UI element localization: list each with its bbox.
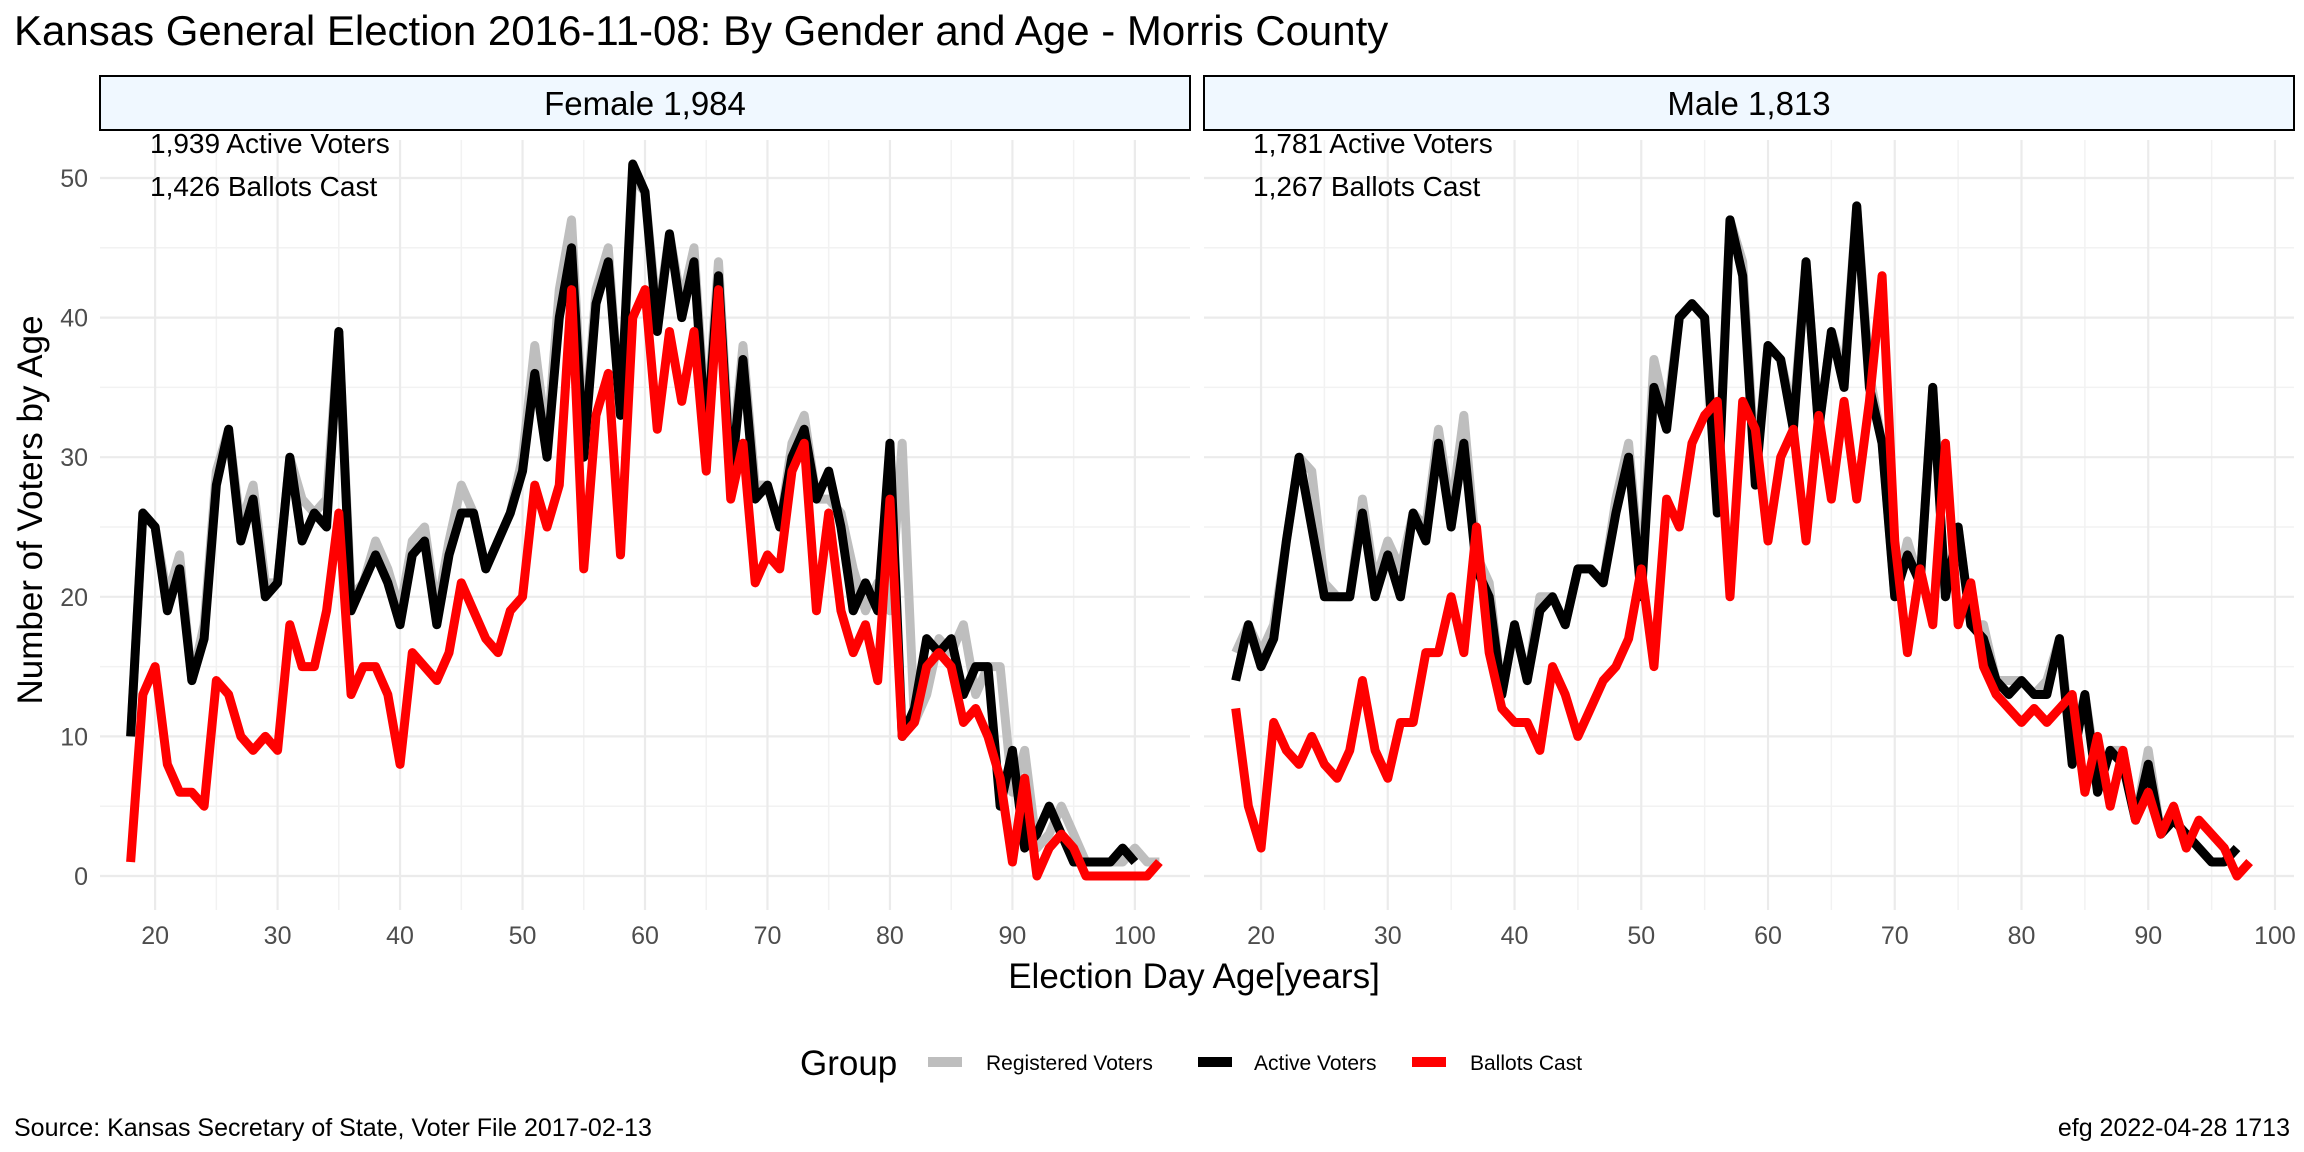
x-tick-label: 100 xyxy=(2254,922,2296,950)
chart-title: Kansas General Election 2016-11-08: By G… xyxy=(14,7,1388,54)
y-ticks: 0 10 20 30 40 50 xyxy=(60,165,88,891)
caption-credit: efg 2022-04-28 1713 xyxy=(2058,1114,2290,1142)
panel-male: Male 1,813 1,781 Active Voters 1,267 Bal… xyxy=(1203,75,2296,950)
y-tick-label: 0 xyxy=(74,863,88,891)
y-tick-label: 30 xyxy=(60,444,88,472)
x-tick-label: 30 xyxy=(1374,922,1402,950)
legend-label-active: Active Voters xyxy=(1254,1052,1377,1075)
annotation-active-voters-female: 1,939 Active Voters xyxy=(150,128,390,159)
y-axis-title: Number of Voters by Age xyxy=(11,315,50,704)
annotation-active-voters-male: 1,781 Active Voters xyxy=(1253,128,1493,159)
x-tick-label: 60 xyxy=(631,922,659,950)
x-tick-label: 30 xyxy=(264,922,292,950)
strip-label-male: Male 1,813 xyxy=(1667,85,1830,122)
x-tick-label: 100 xyxy=(1114,922,1156,950)
x-tick-label: 60 xyxy=(1754,922,1782,950)
strip-female xyxy=(99,75,1191,131)
x-ticks-male: 20 30 40 50 60 70 80 90 100 xyxy=(1247,922,2296,950)
annotation-ballots-cast-male: 1,267 Ballots Cast xyxy=(1253,171,1480,202)
x-tick-label: 40 xyxy=(386,922,414,950)
series-group-male xyxy=(1231,201,2253,881)
x-axis-title: Election Day Age[years] xyxy=(1008,957,1380,996)
series-line-ballots-male xyxy=(1231,271,2253,881)
x-tick-label: 90 xyxy=(999,922,1027,950)
x-tick-label: 80 xyxy=(2008,922,2036,950)
caption-source: Source: Kansas Secretary of State, Voter… xyxy=(14,1114,652,1142)
legend-title: Group xyxy=(800,1044,897,1083)
annotation-ballots-cast-female: 1,426 Ballots Cast xyxy=(150,171,377,202)
legend-label-registered: Registered Voters xyxy=(986,1052,1153,1075)
y-tick-label: 40 xyxy=(60,305,88,333)
x-tick-label: 50 xyxy=(1627,922,1655,950)
legend: Group Registered Voters Active Voters Ba… xyxy=(800,1044,1582,1083)
series-line-active-male xyxy=(1231,201,2241,867)
x-tick-label: 20 xyxy=(1247,922,1275,950)
strip-male xyxy=(1203,75,2295,131)
y-tick-label: 50 xyxy=(60,165,88,193)
panel-female: Female 1,984 1,939 Active Voters 1,426 B… xyxy=(99,75,1191,950)
x-ticks-female: 20 30 40 50 60 70 80 90 100 xyxy=(141,922,1156,950)
strip-label-female: Female 1,984 xyxy=(544,85,746,122)
series-line-ballots-female xyxy=(126,285,1163,881)
x-tick-label: 90 xyxy=(2134,922,2162,950)
x-tick-label: 70 xyxy=(1881,922,1909,950)
x-tick-label: 40 xyxy=(1501,922,1529,950)
x-tick-label: 80 xyxy=(876,922,904,950)
series-group-female xyxy=(126,159,1163,881)
legend-label-ballots: Ballots Cast xyxy=(1470,1052,1582,1075)
x-tick-label: 50 xyxy=(509,922,537,950)
x-tick-label: 70 xyxy=(754,922,782,950)
series-line-active-female xyxy=(126,159,1139,867)
y-tick-label: 20 xyxy=(60,584,88,612)
y-tick-label: 10 xyxy=(60,723,88,751)
x-tick-label: 20 xyxy=(141,922,169,950)
